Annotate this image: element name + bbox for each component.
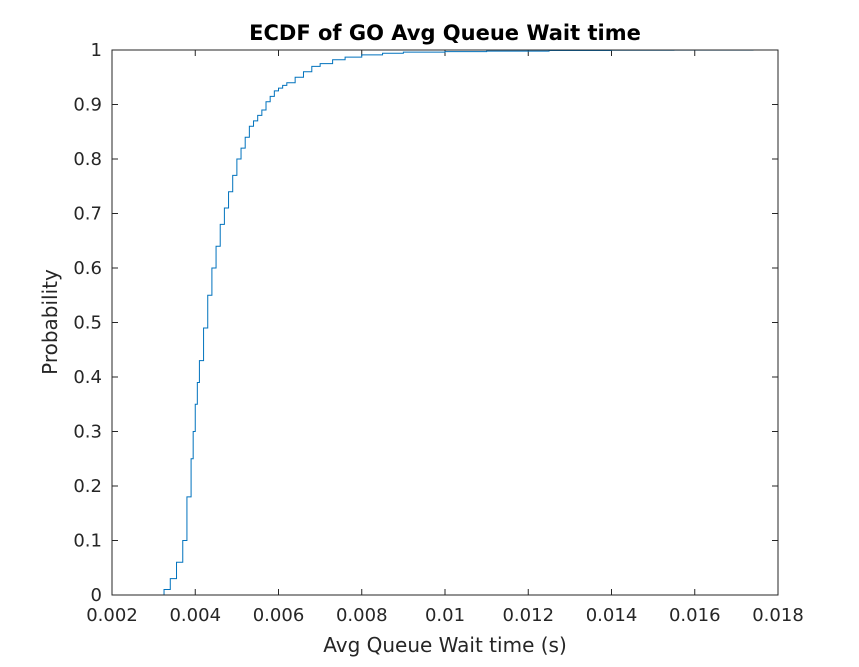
x-tick-label: 0.004: [169, 605, 221, 626]
chart-title: ECDF of GO Avg Queue Wait time: [249, 21, 641, 45]
x-tick-label: 0.006: [253, 605, 305, 626]
y-tick-label: 0: [91, 585, 102, 606]
y-axis-label: Probability: [38, 269, 62, 375]
y-tick-label: 0.7: [73, 204, 102, 225]
y-tick-label: 0.5: [73, 313, 102, 334]
tick-labels-layer: 0.002 0.004 0.006 0.008 0.01 0.012 0.014 0.016 0…: [73, 40, 803, 626]
y-tick-label: 0.3: [73, 422, 102, 443]
x-tick-label: 0.018: [752, 605, 804, 626]
x-tick-label: 0.014: [586, 605, 638, 626]
y-tick-label: 0.8: [73, 149, 102, 170]
axes-box: [111, 49, 779, 596]
x-tick-label: 0.002: [86, 605, 138, 626]
y-tick-label: 1: [91, 40, 102, 61]
x-tick-label: 0.008: [336, 605, 388, 626]
plot-area: [112, 50, 778, 595]
x-tick-label: 0.016: [669, 605, 721, 626]
y-tick-label: 0.6: [73, 258, 102, 279]
x-tick-label: 0.012: [502, 605, 554, 626]
x-axis-label: Avg Queue Wait time (s): [323, 633, 567, 657]
y-tick-label: 0.1: [73, 531, 102, 552]
ecdf-line: [157, 49, 754, 596]
x-tick-label: 0.01: [425, 605, 465, 626]
y-tick-label: 0.2: [73, 476, 102, 497]
y-tick-label: 0.9: [73, 95, 102, 116]
y-tick-label: 0.4: [73, 367, 102, 388]
